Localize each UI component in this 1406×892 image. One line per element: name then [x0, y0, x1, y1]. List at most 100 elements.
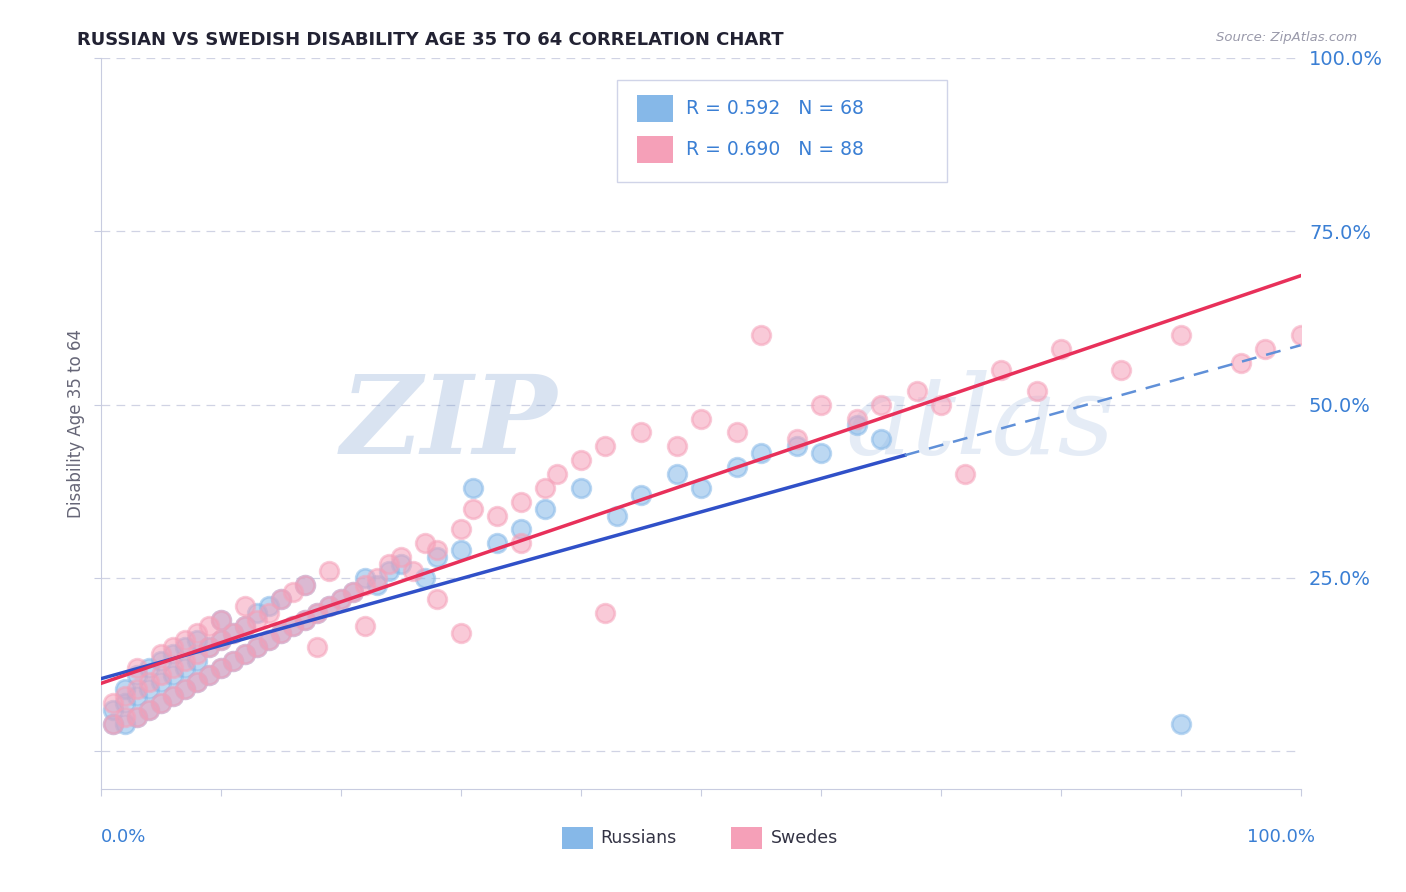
Point [510, 523, 533, 537]
Point [665, 467, 688, 481]
Point [689, 411, 711, 425]
Point [1170, 328, 1192, 343]
Point [366, 578, 388, 592]
Point [786, 439, 808, 453]
Point [222, 626, 245, 640]
Point [198, 668, 221, 682]
Point [233, 619, 256, 633]
Point [534, 501, 557, 516]
Point [330, 591, 353, 606]
Point [138, 675, 160, 690]
Point [198, 668, 221, 682]
Point [270, 626, 292, 640]
Point [222, 626, 245, 640]
Point [810, 446, 832, 460]
FancyBboxPatch shape [637, 136, 673, 162]
Point [342, 584, 364, 599]
Point [389, 557, 412, 571]
Point [630, 425, 652, 440]
Point [162, 640, 184, 655]
Point [246, 640, 269, 655]
Point [127, 689, 149, 703]
Point [413, 571, 436, 585]
Point [569, 481, 592, 495]
Point [294, 578, 316, 592]
Point [665, 439, 688, 453]
Point [174, 654, 197, 668]
Point [281, 619, 304, 633]
Point [450, 626, 472, 640]
Point [294, 613, 316, 627]
Point [450, 523, 472, 537]
Point [209, 613, 232, 627]
Point [257, 633, 280, 648]
Point [162, 668, 184, 682]
Point [606, 508, 628, 523]
Point [138, 703, 160, 717]
Point [186, 675, 208, 690]
Point [209, 633, 232, 648]
Point [1025, 384, 1047, 398]
Text: 0.0%: 0.0% [101, 828, 146, 846]
Point [127, 709, 149, 723]
Point [307, 640, 329, 655]
Text: 100.0%: 100.0% [1247, 828, 1315, 846]
Point [209, 661, 232, 675]
Point [510, 536, 533, 550]
Point [281, 584, 304, 599]
Point [749, 328, 772, 343]
Point [246, 606, 269, 620]
Point [510, 494, 533, 508]
Point [103, 716, 125, 731]
Point [114, 689, 136, 703]
Text: RUSSIAN VS SWEDISH DISABILITY AGE 35 TO 64 CORRELATION CHART: RUSSIAN VS SWEDISH DISABILITY AGE 35 TO … [77, 31, 785, 49]
Point [485, 536, 508, 550]
Point [1170, 716, 1192, 731]
Point [127, 709, 149, 723]
Point [413, 536, 436, 550]
Point [270, 626, 292, 640]
Point [354, 619, 377, 633]
Point [725, 460, 748, 475]
Point [186, 647, 208, 661]
Point [307, 606, 329, 620]
Point [366, 571, 388, 585]
Point [354, 578, 377, 592]
Point [138, 661, 160, 675]
Point [845, 411, 868, 425]
Point [426, 591, 449, 606]
Point [114, 696, 136, 710]
Point [450, 543, 472, 558]
Point [222, 654, 245, 668]
Point [749, 446, 772, 460]
Point [869, 398, 891, 412]
Point [786, 432, 808, 446]
Point [150, 647, 173, 661]
Point [127, 661, 149, 675]
Point [233, 619, 256, 633]
Point [127, 681, 149, 696]
Point [174, 633, 197, 648]
Point [186, 633, 208, 648]
Point [461, 481, 484, 495]
Text: Swedes: Swedes [770, 830, 838, 847]
Point [198, 640, 221, 655]
Point [138, 681, 160, 696]
Point [593, 606, 616, 620]
Point [150, 654, 173, 668]
Point [114, 716, 136, 731]
Point [186, 626, 208, 640]
Point [162, 689, 184, 703]
Point [233, 647, 256, 661]
Point [114, 709, 136, 723]
Point [569, 453, 592, 467]
Point [174, 681, 197, 696]
Point [162, 689, 184, 703]
Point [402, 564, 425, 578]
Point [209, 613, 232, 627]
Point [426, 550, 449, 565]
Text: R = 0.690   N = 88: R = 0.690 N = 88 [686, 140, 865, 159]
Point [845, 418, 868, 433]
Point [233, 647, 256, 661]
Point [810, 398, 832, 412]
